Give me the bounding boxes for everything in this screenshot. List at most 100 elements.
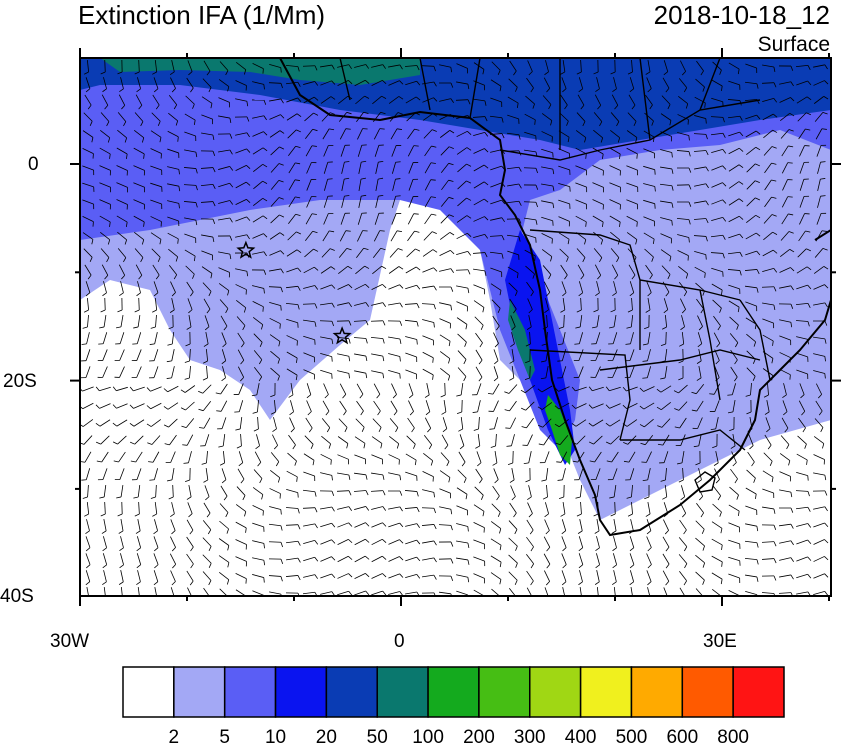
- wind-barb-feather: [594, 599, 598, 601]
- wind-barb-feather: [609, 326, 615, 329]
- wind-barb-feather: [514, 291, 518, 296]
- wind-barb-shaft: [544, 587, 549, 596]
- wind-barb-shaft: [473, 148, 485, 154]
- wind-barb-shaft: [558, 165, 570, 171]
- wind-barb-feather: [824, 302, 828, 308]
- wind-barb-feather: [715, 377, 720, 382]
- wind-barb-shaft: [372, 265, 382, 275]
- wind-barb-shaft: [813, 64, 825, 68]
- wind-barb-shaft: [184, 249, 196, 257]
- wind-barb-shaft: [269, 64, 281, 68]
- wind-barb-feather: [448, 358, 451, 364]
- wind-barb-shaft: [766, 400, 770, 412]
- wind-barb-feather: [645, 71, 651, 75]
- wind-barb-shaft: [152, 94, 160, 106]
- wind-barb-feather: [705, 118, 707, 124]
- wind-barb-feather: [484, 100, 487, 106]
- wind-barb-shaft: [423, 435, 433, 445]
- wind-barb-feather: [314, 574, 319, 579]
- wind-barb-shaft: [252, 522, 264, 528]
- wind-barb-shaft: [594, 451, 602, 463]
- wind-barb-feather: [557, 343, 563, 346]
- wind-barb-feather: [542, 326, 548, 330]
- wind-barb-feather: [521, 426, 527, 429]
- wind-barb-shaft: [799, 196, 805, 208]
- wind-barb-shaft: [746, 367, 756, 377]
- wind-barb-shaft: [763, 146, 773, 156]
- wind-barb-shaft: [171, 468, 175, 480]
- wind-barb-shaft: [490, 572, 502, 580]
- wind-barb-feather: [124, 137, 128, 143]
- wind-barb-shaft: [168, 112, 178, 122]
- wind-barb-feather: [314, 523, 318, 529]
- wind-barb-feather: [705, 166, 709, 172]
- wind-barb-shaft: [526, 553, 534, 565]
- wind-barb-feather: [178, 203, 180, 209]
- wind-barb-feather: [382, 302, 387, 307]
- wind-barb-shaft: [390, 230, 398, 242]
- wind-barb-feather: [520, 407, 526, 411]
- wind-barb-shaft: [545, 502, 549, 514]
- wind-barb-shaft: [541, 216, 553, 222]
- wind-barb-shaft: [120, 77, 124, 89]
- wind-barb-feather: [681, 309, 686, 314]
- wind-barb-feather: [773, 558, 777, 564]
- wind-barb-feather: [109, 153, 111, 159]
- wind-barb-shaft: [356, 383, 364, 395]
- wind-barb-shaft: [473, 181, 485, 189]
- wind-barb-shaft: [287, 452, 297, 462]
- wind-barb-shaft: [201, 250, 213, 256]
- wind-barb-shaft: [405, 369, 417, 375]
- wind-barb-shaft: [154, 587, 158, 596]
- wind-barb-shaft: [222, 433, 226, 447]
- wind-barb-shaft: [99, 386, 111, 392]
- wind-barb-shaft: [816, 145, 822, 157]
- wind-barb-feather: [444, 444, 449, 450]
- wind-barb-feather: [225, 512, 229, 518]
- wind-barb-shaft: [472, 116, 486, 118]
- wind-barb-shaft: [664, 314, 668, 328]
- wind-barb-shaft: [102, 366, 108, 378]
- wind-barb-shaft: [561, 519, 567, 531]
- wind-barb-shaft: [694, 251, 706, 255]
- wind-barb-shaft: [422, 351, 434, 359]
- wind-barb-shaft: [660, 233, 672, 239]
- wind-barb-feather: [562, 547, 567, 552]
- wind-barb-feather: [399, 64, 403, 70]
- wind-barb-feather: [180, 407, 186, 411]
- wind-barb-shaft: [371, 302, 383, 306]
- wind-barb-shaft: [696, 485, 704, 497]
- wind-barb-feather: [582, 257, 586, 263]
- wind-barb-shaft: [323, 145, 329, 157]
- wind-barb-shaft: [779, 557, 791, 561]
- wind-barb-feather: [822, 248, 828, 251]
- wind-barb-shaft: [631, 59, 633, 73]
- wind-barb-feather: [732, 462, 737, 467]
- wind-barb-shaft: [698, 468, 702, 480]
- colorbar-swatch-2: [223, 666, 277, 718]
- wind-barb-shaft: [761, 82, 775, 84]
- wind-barb-shaft: [511, 332, 515, 344]
- wind-barb-feather: [382, 356, 385, 362]
- wind-barb-shaft: [613, 315, 617, 327]
- wind-barb-feather: [441, 411, 447, 415]
- wind-barb-feather: [629, 581, 634, 586]
- wind-barb-feather: [472, 411, 478, 413]
- wind-barb-shaft: [390, 400, 398, 412]
- wind-barb-feather: [497, 512, 501, 517]
- wind-barb-shaft: [371, 538, 383, 546]
- wind-barb-shaft: [286, 318, 298, 324]
- wind-barb-feather: [297, 541, 301, 546]
- wind-barb-feather: [754, 324, 757, 330]
- wind-barb-shaft: [796, 80, 808, 86]
- wind-barb-shaft: [813, 353, 825, 357]
- wind-barb-shaft: [526, 570, 534, 582]
- wind-barb-shaft: [186, 434, 194, 446]
- wind-barb-shaft: [337, 353, 349, 357]
- wind-barb-shaft: [456, 130, 468, 138]
- wind-barb-shaft: [424, 417, 432, 429]
- wind-barb-feather: [450, 286, 454, 292]
- wind-barb-feather: [365, 590, 370, 596]
- wind-barb-shaft: [201, 266, 213, 274]
- wind-barb-feather: [431, 145, 437, 148]
